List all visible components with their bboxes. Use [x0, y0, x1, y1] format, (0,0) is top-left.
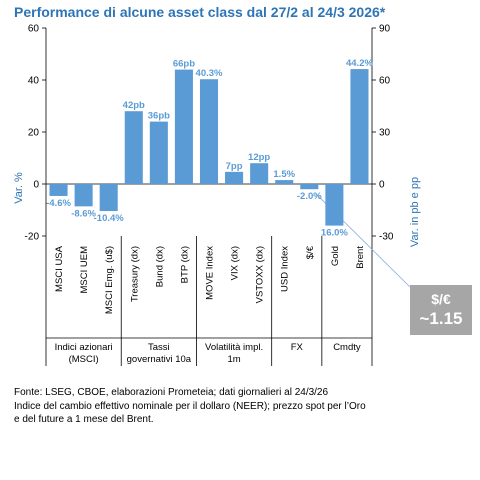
data-label: 12pp [248, 152, 270, 163]
group-label: Cmdty [333, 342, 361, 353]
bar [250, 163, 269, 184]
labels-layer: -4.6% MSCI USA -8.6% MSCI UEM -10.4% MSCI Emg… [46, 58, 373, 365]
category-label: BTP (dx) [179, 246, 190, 283]
data-label: 36pb [148, 111, 170, 122]
bar [99, 184, 118, 212]
category-label: $/€ [305, 245, 316, 259]
left-tick-label: 0 [33, 180, 39, 191]
bar [124, 111, 143, 184]
data-label: -2.0% [297, 191, 322, 202]
data-label: 44.2% [346, 58, 373, 69]
data-label: 66pb [173, 59, 195, 70]
bar [225, 171, 244, 184]
group-label: Volatilità impl. [205, 342, 263, 353]
category-label: MOVE Index [205, 246, 216, 300]
bars-layer [49, 69, 369, 226]
callout-line-1: $/€ [431, 291, 451, 307]
footnote-line-3: e del future a 1 mese del Brent. [14, 414, 154, 425]
bar [199, 79, 219, 184]
group-label: 1m [227, 354, 240, 365]
left-axis-title: Var. % [13, 172, 25, 204]
bar [149, 121, 168, 184]
right-axis-title: Var. in pb e pp [409, 177, 421, 247]
group-label: Tassi [148, 342, 170, 353]
group-label: governativi 10a [127, 354, 192, 365]
category-label: Bund (dx) [154, 246, 165, 287]
footnote: Fonte: LSEG, CBOE, elaborazioni Prometei… [14, 386, 474, 427]
bar [74, 184, 93, 207]
group-label: FX [291, 342, 304, 353]
bar [300, 184, 319, 190]
right-tick-label: 90 [379, 24, 391, 35]
right-tick-label: 0 [379, 180, 385, 191]
category-label: VSTOXX (dx) [255, 246, 266, 303]
category-label: Treasury (dx) [129, 246, 140, 302]
data-label: -8.6% [71, 208, 96, 219]
left-tick-label: 60 [28, 24, 40, 35]
group-label: Indici azionari [55, 342, 113, 353]
data-label: -10.4% [94, 213, 125, 224]
bar-chart: 60 40 20 0 -20 90 60 30 0 -30 Var. % Var. in pb e p… [13, 24, 421, 366]
bar [350, 69, 369, 184]
footnote-line-1: Fonte: LSEG, CBOE, elaborazioni Prometei… [14, 387, 329, 398]
category-label: USD Index [280, 246, 291, 292]
data-label: 1.5% [273, 169, 295, 180]
data-label: 42pb [123, 100, 145, 111]
data-label: 40.3% [196, 68, 223, 79]
data-label: -4.6% [46, 198, 71, 209]
left-tick-label: -20 [25, 232, 40, 243]
category-label: MSCI USA [54, 245, 65, 292]
left-tick-label: 20 [28, 128, 40, 139]
data-label: 16.0% [321, 228, 348, 239]
fx-callout-box: $/€ ~1.15 [410, 285, 472, 335]
category-label: Brent [355, 246, 366, 269]
callout-line-2: ~1.15 [419, 309, 463, 328]
bar [275, 180, 294, 184]
bar [49, 184, 68, 196]
data-label: 7pp [226, 161, 243, 172]
right-tick-label: -30 [379, 232, 394, 243]
chart-title: Performance di alcune asset class dal 27… [14, 4, 386, 20]
footnote-line-2: Indice del cambio effettivo nominale per… [14, 400, 366, 412]
right-tick-label: 30 [379, 128, 391, 139]
category-label: MSCI UEM [79, 246, 90, 294]
category-label: MSCI Emg. (u$) [104, 246, 115, 314]
category-label: Gold [330, 246, 341, 266]
category-label: VIX (dx) [230, 246, 241, 280]
bar [325, 184, 344, 226]
left-tick-label: 40 [28, 76, 40, 87]
group-label: (MSCI) [69, 354, 99, 365]
right-tick-label: 60 [379, 76, 391, 87]
bar [174, 69, 193, 184]
